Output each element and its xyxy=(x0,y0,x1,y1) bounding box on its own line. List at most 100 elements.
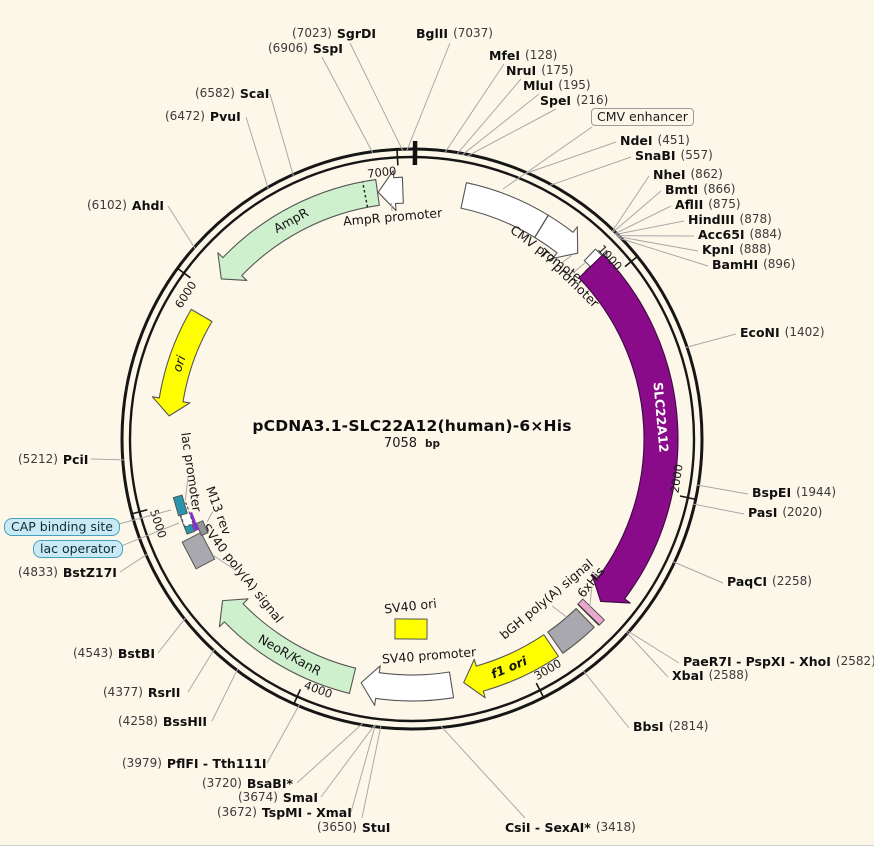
site-bstz17i: (4833) BstZ17I xyxy=(18,565,117,580)
site-bmti: BmtI (866) xyxy=(665,182,735,197)
site-name: BstZ17I xyxy=(62,565,117,580)
site-snabi: SnaBI (557) xyxy=(635,148,713,163)
plasmid-size: 7058 bp xyxy=(252,436,571,451)
site-position: (875) xyxy=(708,197,741,211)
site-bglii: BglII (7037) xyxy=(416,26,493,41)
site-position: (2814) xyxy=(668,719,709,733)
feature-neor-kanr: NeoR/KanR xyxy=(218,598,357,694)
site-position: (557) xyxy=(680,148,713,162)
site-name: PaqCI xyxy=(727,574,768,589)
lac-operator-label: lac operator xyxy=(33,540,123,558)
site-mfei: MfeI (128) xyxy=(489,48,557,63)
site-position: (2258) xyxy=(772,574,812,588)
tick-label-7000: 7000 xyxy=(366,164,397,181)
feature-f1-ori: f1 ori xyxy=(463,634,559,699)
feature-ori: ori xyxy=(151,308,213,417)
site-bbsi: BbsI (2814) xyxy=(633,719,708,734)
site-position: (3720) xyxy=(202,776,242,790)
cap-binding-site-label: CAP binding site xyxy=(4,518,120,536)
site-position: (3672) xyxy=(217,805,257,819)
site-position: (216) xyxy=(576,93,609,107)
site-name: TspMI - XmaI xyxy=(261,805,352,820)
site-name: SgrDI xyxy=(336,26,377,41)
site-name: PaeR7I - PspXI - XhoI xyxy=(683,654,831,669)
site-bsshii: (4258) BssHII xyxy=(118,714,207,729)
site-position: (3674) xyxy=(238,790,278,804)
site-name: ScaI xyxy=(239,86,270,101)
site-name: PasI xyxy=(748,505,778,520)
site-name: Acc65I xyxy=(698,227,745,242)
site-bstbi: (4543) BstBI xyxy=(73,646,155,661)
site-name: RsrII xyxy=(147,685,181,700)
site-bamhi: BamHI (896) xyxy=(712,257,795,272)
site-econi: EcoNI (1402) xyxy=(740,325,825,340)
site-pflfi-tth111i: (3979) PflFI - Tth111I xyxy=(122,756,267,771)
site-bsabi: (3720) BsaBI* xyxy=(202,776,293,791)
site-name: NruI xyxy=(506,63,537,78)
site-position: (2582) xyxy=(835,654,874,668)
site-position: (862) xyxy=(690,167,723,181)
site-mlui: MluI (195) xyxy=(523,78,591,93)
site-name: PciI xyxy=(62,452,89,467)
site-name: MluI xyxy=(523,78,554,93)
site-position: (3418) xyxy=(595,820,636,834)
site-position: (2588) xyxy=(708,668,749,682)
site-position: (7023) xyxy=(292,26,332,40)
site-name: BspEI xyxy=(752,485,792,500)
site-name: EcoNI xyxy=(740,325,780,340)
site-name: SspI xyxy=(312,41,343,56)
site-spei: SpeI (216) xyxy=(540,93,608,108)
site-name: BsaBI* xyxy=(246,776,294,791)
site-csii-sexai: CsiI - SexAI* (3418) xyxy=(505,820,636,835)
site-position: (878) xyxy=(739,212,772,226)
site-name: PflFI - Tth111I xyxy=(166,756,267,771)
site-position: (888) xyxy=(739,242,772,256)
site-name: AflII xyxy=(675,197,704,212)
plasmid-size-unit: bp xyxy=(425,438,441,450)
site-name: BglII xyxy=(416,26,449,41)
site-name: BstBI xyxy=(117,646,156,661)
site-acc65i: Acc65I (884) xyxy=(698,227,782,242)
site-position: (195) xyxy=(558,78,591,92)
site-name: BbsI xyxy=(633,719,664,734)
site-position: (128) xyxy=(525,48,558,62)
site-name: NheI xyxy=(653,167,686,182)
feature-sv40-promoter: SV40 promoter xyxy=(360,644,478,706)
site-position: (4377) xyxy=(103,685,143,699)
site-name: SpeI xyxy=(540,93,572,108)
feature-label-slc22a12-cds: SLC22A12 xyxy=(651,381,672,453)
site-position: (6102) xyxy=(87,198,127,212)
site-name: BamHI xyxy=(712,257,759,272)
cmv-enhancer-label: CMV enhancer xyxy=(591,108,694,126)
site-position: (866) xyxy=(703,182,736,196)
site-scai: (6582) ScaI xyxy=(195,86,269,101)
site-name: SnaBI xyxy=(635,148,676,163)
site-position: (884) xyxy=(749,227,782,241)
site-pvui: (6472) PvuI xyxy=(165,109,241,124)
site-pasi: PasI (2020) xyxy=(748,505,822,520)
site-position: (3979) xyxy=(122,756,162,770)
site-position: (451) xyxy=(657,133,690,147)
site-position: (2020) xyxy=(782,505,823,519)
site-name: KpnI xyxy=(702,242,735,257)
tick-label-2000: 2000 xyxy=(667,463,685,494)
site-smai: (3674) SmaI xyxy=(238,790,318,805)
site-name: BssHII xyxy=(162,714,208,729)
site-sgrdi: (7023) SgrDI xyxy=(292,26,376,41)
site-position: (4258) xyxy=(118,714,158,728)
site-name: BmtI xyxy=(665,182,699,197)
feature-label-ori: ori xyxy=(169,353,188,374)
site-position: (896) xyxy=(763,257,796,271)
site-name: StuI xyxy=(361,820,391,835)
site-name: AhdI xyxy=(131,198,165,213)
site-position: (3650) xyxy=(317,820,357,834)
feature-sv40-ori: SV40 ori xyxy=(383,596,437,640)
site-pcii: (5212) PciI xyxy=(18,452,88,467)
site-position: (1944) xyxy=(796,485,837,499)
site-position: (4543) xyxy=(73,646,113,660)
site-name: SmaI xyxy=(282,790,319,805)
site-stui: (3650) StuI xyxy=(317,820,390,835)
feature-cap-binding-site xyxy=(172,494,188,517)
feature-label-sv40-promoter: SV40 promoter xyxy=(381,644,477,666)
site-bspei: BspEI (1944) xyxy=(752,485,836,500)
